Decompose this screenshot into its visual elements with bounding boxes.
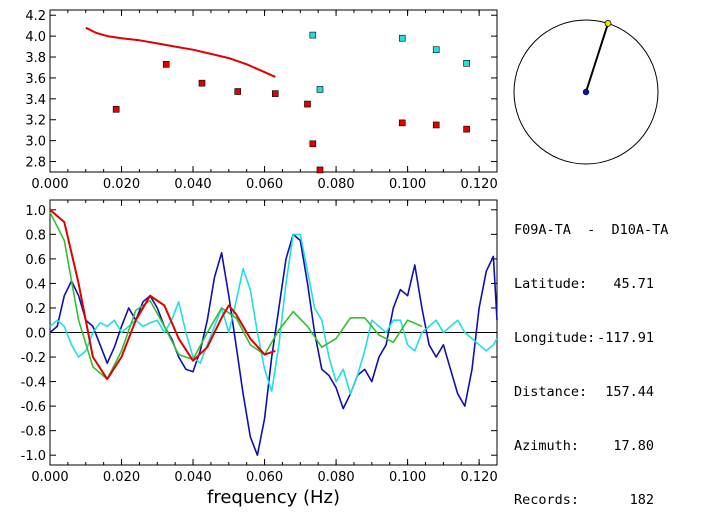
info-label: Records:	[514, 492, 580, 508]
y-tick-label: 4.0	[25, 30, 46, 45]
info-row-distance: Distance: 157.44	[514, 383, 668, 401]
y-tick-label: 1.0	[25, 204, 46, 219]
blue-series-line	[49, 233, 498, 457]
compass-center	[582, 88, 590, 96]
info-value: 157.44	[605, 384, 654, 400]
x-tick-label: 0.000	[31, 470, 68, 485]
azimuth-compass	[513, 19, 659, 165]
y-tick-label: 3.6	[25, 72, 46, 87]
y-tick-label: 0.6	[25, 253, 46, 268]
red-data-point	[398, 119, 406, 127]
compass-needle	[585, 23, 609, 93]
cyan-data-point	[316, 86, 324, 93]
y-tick-label: 0.8	[25, 228, 46, 243]
x-tick-label: 0.040	[174, 470, 211, 485]
red-data-point	[198, 79, 206, 87]
dispersion-chart: 0.000 0.020 0.040 0.060 0.080 0.100 0.120 2.8 3.…	[25, 9, 497, 192]
y-tick-label: -0.6	[21, 400, 46, 415]
x-tick-label: 0.020	[103, 177, 140, 192]
x-tick-label: 0.120	[461, 177, 498, 192]
x-tick-label: 0.080	[317, 470, 354, 485]
y-tick-label: -1.0	[21, 449, 46, 464]
info-value: -117.91	[597, 330, 654, 346]
station-pair-title: F09A-TA - D10A-TA	[514, 222, 669, 238]
x-tick-label: 0.060	[246, 470, 283, 485]
x-tick-label: 0.060	[246, 177, 283, 192]
plot-frame	[49, 9, 498, 173]
x-tick-label: 0.040	[174, 177, 211, 192]
cyan-data-point	[432, 46, 440, 54]
x-tick-label: 0.120	[461, 470, 498, 485]
y-tick-label: 3.8	[25, 51, 46, 66]
red-data-point	[309, 140, 317, 148]
red-data-point	[316, 166, 324, 174]
x-tick-label: 0.080	[317, 177, 354, 192]
red-data-point	[304, 100, 311, 108]
y-tick-label: -0.4	[21, 376, 46, 391]
info-row-latitude: Latitude: 45.71	[514, 275, 668, 293]
red-data-point	[234, 88, 242, 95]
info-label: Azimuth:	[514, 438, 580, 454]
y-tick-label: 2.8	[25, 156, 46, 171]
y-tick-label: 4.2	[25, 9, 46, 24]
red-data-point	[162, 61, 170, 68]
info-row-azimuth: Azimuth: 17.80	[514, 437, 668, 455]
x-tick-label: 0.100	[389, 470, 426, 485]
y-tick-label: 3.0	[25, 135, 46, 150]
x-tick-label: 0.000	[31, 177, 68, 192]
x-tick-label: 0.100	[389, 177, 426, 192]
y-tick-label: 0.4	[25, 277, 46, 292]
info-row-records: Records: 182	[514, 491, 668, 509]
info-row-longitude: Longitude: -117.91	[514, 329, 668, 347]
x-axis-label: frequency (Hz)	[207, 487, 340, 508]
y-tick-label: -0.8	[21, 425, 46, 440]
compass-tip	[604, 19, 612, 27]
red-series-line	[49, 209, 276, 381]
info-label: Longitude:	[514, 330, 596, 346]
green-series-line	[49, 211, 423, 380]
red-data-point	[432, 121, 440, 129]
x-tick-label: 0.020	[103, 470, 140, 485]
compass-circle	[513, 19, 659, 165]
correlation-chart: 0.000 0.020 0.040 0.060 0.080 0.100 0.120 1.0 0.…	[21, 199, 498, 508]
red-data-point	[463, 125, 470, 133]
info-value: 17.80	[613, 438, 654, 454]
y-tick-label: -0.2	[21, 351, 46, 366]
red-series-line	[85, 26, 276, 78]
cyan-data-point	[309, 31, 317, 39]
info-value: 45.71	[613, 276, 654, 292]
station-info: F09A-TA - D10A-TA Latitude: 45.71 Longitu…	[514, 185, 668, 527]
info-label: Distance:	[514, 384, 588, 400]
cyan-series-line	[49, 233, 498, 395]
y-tick-label: 3.4	[25, 93, 46, 108]
y-tick-label: 0.0	[25, 327, 46, 342]
y-tick-label: 3.2	[25, 114, 46, 129]
cyan-data-point	[398, 34, 406, 42]
info-value: 182	[629, 492, 654, 508]
y-tick-label: 0.2	[25, 302, 46, 317]
cyan-data-point	[463, 60, 470, 67]
red-data-point	[271, 90, 279, 97]
red-data-point	[112, 105, 120, 113]
info-label: Latitude:	[514, 276, 588, 292]
